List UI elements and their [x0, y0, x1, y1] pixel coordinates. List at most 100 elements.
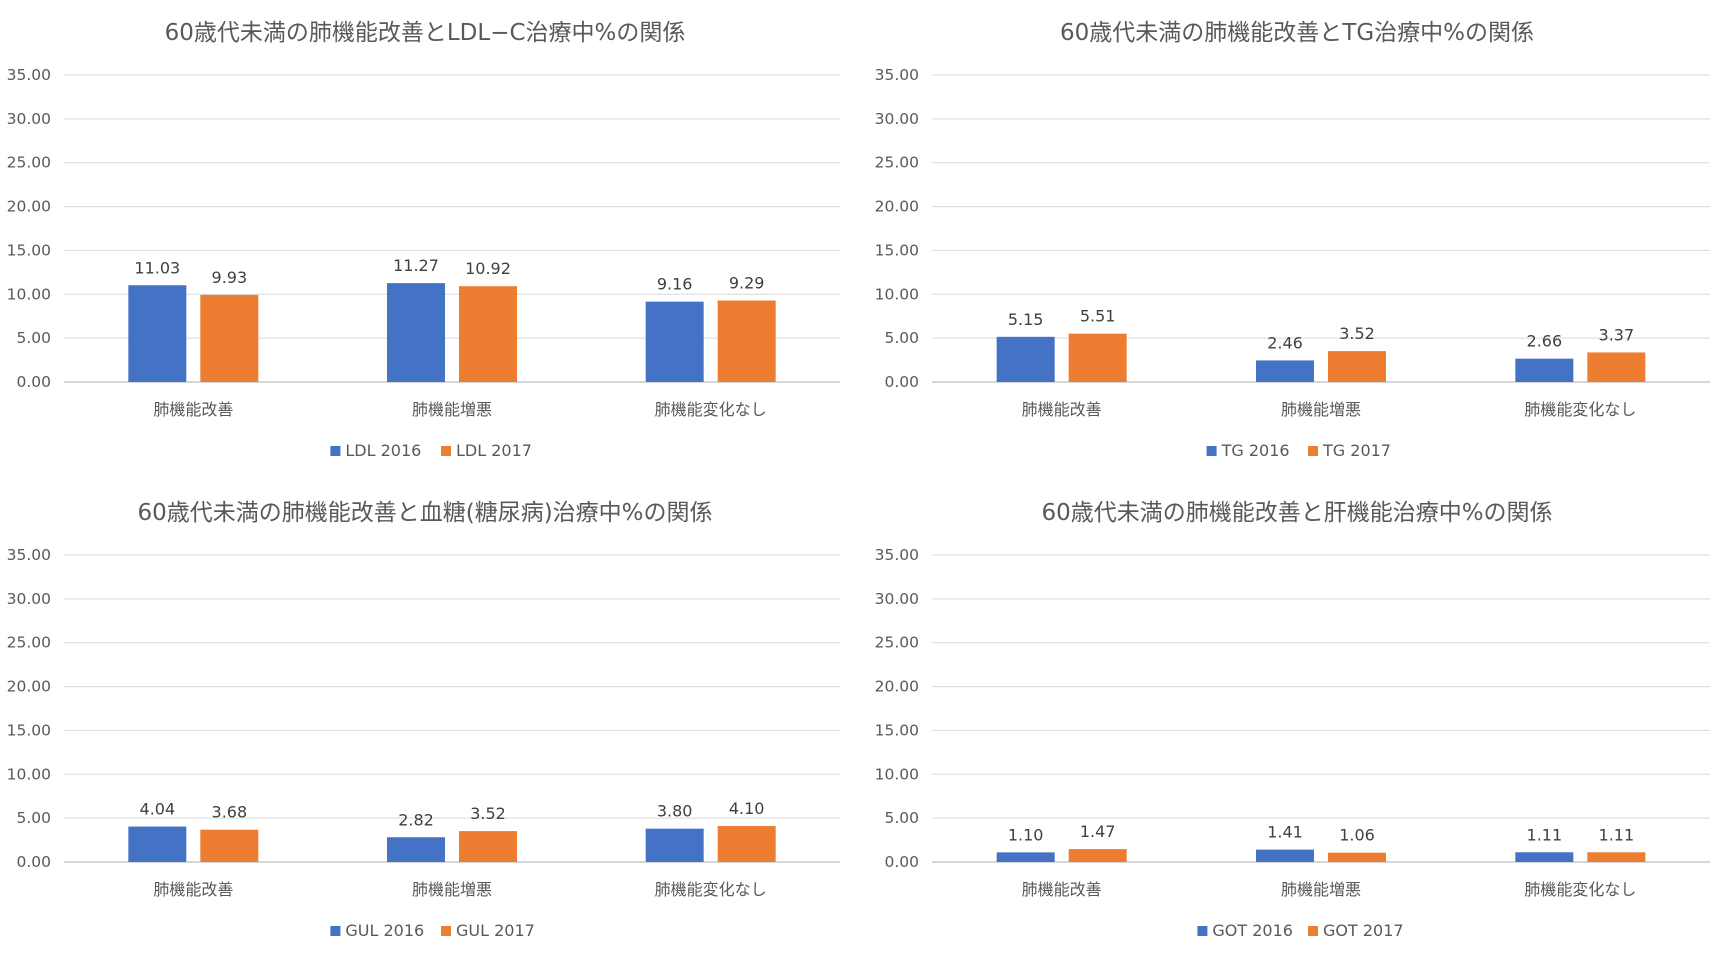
bar: [1515, 358, 1574, 382]
category-label: 肺機能改善: [1022, 880, 1102, 899]
y-tick-label: 25.00: [875, 154, 919, 172]
data-label: 2.66: [1527, 332, 1563, 351]
bar: [1587, 352, 1646, 382]
data-label: 11.27: [393, 256, 439, 275]
category-label: 肺機能増悪: [412, 880, 492, 899]
bar: [996, 336, 1055, 382]
y-tick-label: 10.00: [875, 765, 919, 783]
category-label: 肺機能改善: [153, 400, 233, 419]
y-tick-label: 5.00: [884, 329, 919, 347]
data-label: 2.46: [1267, 333, 1303, 352]
bar: [200, 294, 259, 382]
legend-label: GOT 2016: [1212, 921, 1293, 940]
bar: [459, 286, 517, 382]
y-tick-label: 25.00: [875, 634, 919, 652]
bar: [459, 831, 517, 862]
y-tick-label: 35.00: [7, 66, 51, 84]
y-tick-label: 10.00: [7, 285, 51, 303]
bar: [200, 829, 259, 862]
bar: [717, 300, 776, 382]
category-label: 肺機能変化なし: [1524, 400, 1636, 419]
y-tick-label: 5.00: [16, 329, 51, 347]
data-label: 4.10: [729, 799, 765, 818]
data-label: 3.37: [1599, 325, 1635, 344]
legend-label: TG 2017: [1322, 441, 1391, 460]
category-label: 肺機能改善: [153, 880, 233, 899]
bar: [1328, 351, 1386, 382]
y-tick-label: 15.00: [7, 241, 51, 259]
bar: [645, 828, 704, 862]
y-tick-label: 35.00: [7, 546, 51, 564]
y-tick-label: 35.00: [875, 546, 919, 564]
data-label: 9.16: [657, 275, 693, 294]
legend-swatch: [1197, 926, 1208, 936]
legend: LDL 2016 LDL 2017: [330, 441, 532, 460]
y-tick-label: 10.00: [7, 765, 51, 783]
bar: [645, 301, 704, 382]
y-tick-label: 20.00: [875, 678, 919, 696]
category-label: 肺機能変化なし: [1524, 880, 1636, 899]
legend-label: LDL 2017: [456, 441, 532, 460]
legend: GUL 2016 GUL 2017: [330, 921, 535, 940]
data-label: 3.52: [470, 804, 506, 823]
data-label: 2.82: [398, 810, 434, 829]
legend-label: GUL 2016: [345, 921, 424, 940]
chart-title: 60歳代未満の肺機能改善と血糖(糖尿病)治療中%の関係: [137, 500, 712, 526]
data-label: 1.11: [1527, 825, 1563, 844]
bar: [387, 283, 445, 382]
data-label: 9.93: [212, 268, 248, 287]
y-tick-label: 20.00: [7, 198, 51, 216]
data-label: 1.11: [1599, 825, 1635, 844]
y-tick-label: 5.00: [16, 809, 51, 827]
bar: [1515, 852, 1574, 862]
y-tick-label: 35.00: [875, 66, 919, 84]
y-tick-label: 25.00: [7, 154, 51, 172]
y-tick-label: 20.00: [7, 678, 51, 696]
data-label: 3.52: [1339, 324, 1375, 343]
category-label: 肺機能変化なし: [655, 400, 767, 419]
data-label: 1.10: [1008, 825, 1044, 844]
legend-swatch: [330, 926, 341, 936]
chart-title: 60歳代未満の肺機能改善と肝機能治療中%の関係: [1041, 500, 1552, 526]
bar: [128, 826, 187, 862]
chart-title: 60歳代未満の肺機能改善とLDL−C治療中%の関係: [165, 20, 686, 46]
data-label: 4.04: [140, 800, 176, 819]
bar: [1587, 852, 1646, 862]
legend-swatch: [330, 446, 341, 456]
y-tick-label: 0.00: [16, 853, 51, 871]
y-tick-label: 0.00: [16, 373, 51, 391]
category-label: 肺機能増悪: [1281, 400, 1361, 419]
data-label: 11.03: [134, 258, 180, 277]
category-label: 肺機能変化なし: [655, 880, 767, 899]
category-label: 肺機能増悪: [1281, 880, 1361, 899]
data-label: 1.47: [1080, 822, 1116, 841]
bar: [996, 852, 1055, 862]
y-tick-label: 30.00: [7, 590, 51, 608]
legend: GOT 2016 GOT 2017: [1197, 921, 1404, 940]
bar: [387, 837, 445, 862]
y-tick-label: 15.00: [7, 721, 51, 739]
data-label: 5.15: [1008, 310, 1044, 329]
legend-swatch: [441, 446, 451, 456]
legend-swatch: [441, 926, 451, 936]
legend-swatch: [1308, 926, 1318, 936]
data-label: 5.51: [1080, 307, 1116, 326]
bar: [1328, 852, 1386, 862]
data-label: 3.80: [657, 802, 693, 821]
bar: [1068, 333, 1127, 382]
chart-tg: 60歳代未満の肺機能改善とTG治療中%の関係 0.00 5.00 10.00 15.00…: [865, 0, 1730, 480]
legend-label: GUL 2017: [456, 921, 535, 940]
y-tick-label: 20.00: [875, 198, 919, 216]
data-label: 3.68: [212, 803, 248, 822]
chart-got-svg: 60歳代未満の肺機能改善と肝機能治療中%の関係 0.00 5.00 10.00 15.0…: [875, 500, 1710, 940]
y-tick-label: 5.00: [884, 809, 919, 827]
bar: [1256, 849, 1314, 862]
y-tick-label: 0.00: [884, 853, 919, 871]
legend-swatch: [1206, 446, 1217, 456]
chart-got: 60歳代未満の肺機能改善と肝機能治療中%の関係 0.00 5.00 10.00 15.0…: [865, 480, 1730, 961]
data-label: 1.06: [1339, 826, 1375, 845]
y-tick-label: 15.00: [875, 721, 919, 739]
legend-label: LDL 2016: [345, 441, 421, 460]
category-label: 肺機能改善: [1022, 400, 1102, 419]
data-label: 9.29: [729, 274, 765, 293]
